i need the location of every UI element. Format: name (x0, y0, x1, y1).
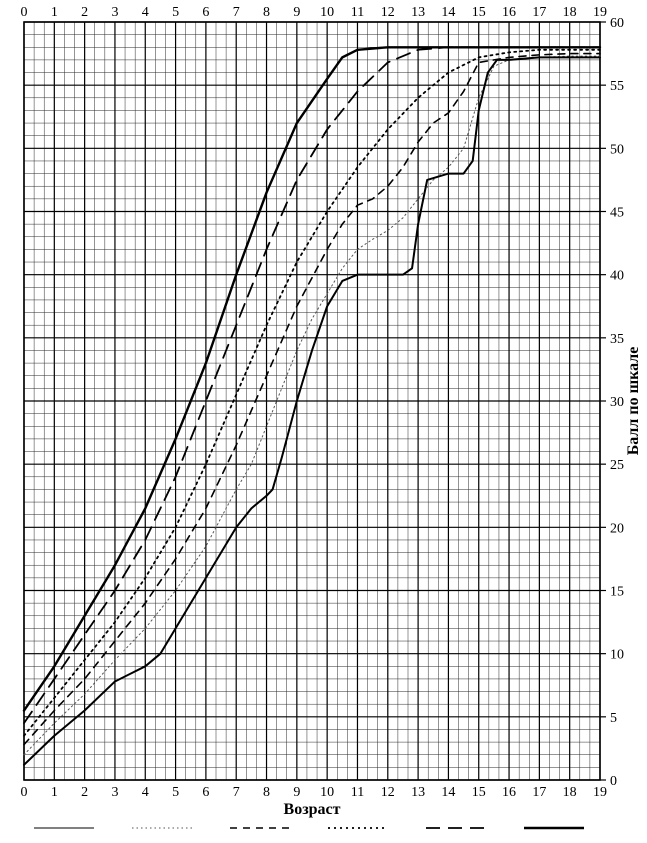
xaxis-tick-top: 10 (320, 5, 334, 20)
yaxis-tick: 55 (610, 79, 624, 94)
yaxis-label: Балл по шкале (625, 347, 642, 456)
yaxis-tick: 30 (610, 395, 624, 410)
chart-container: 0011223344556677889910101111121213131414… (0, 0, 647, 843)
yaxis-tick: 10 (610, 648, 624, 663)
xaxis-tick-top: 14 (441, 5, 455, 20)
xaxis-tick-top: 12 (381, 5, 395, 20)
xaxis-tick-bottom: 18 (563, 785, 577, 800)
xaxis-tick-top: 19 (593, 5, 607, 20)
xaxis-tick-bottom: 5 (172, 785, 179, 800)
xaxis-tick-bottom: 19 (593, 785, 607, 800)
yaxis-tick: 25 (610, 458, 624, 473)
xaxis-tick-bottom: 11 (351, 785, 364, 800)
xaxis-tick-top: 6 (202, 5, 209, 20)
xaxis-tick-top: 9 (293, 5, 300, 20)
xaxis-tick-bottom: 16 (502, 785, 516, 800)
xaxis-label: Возраст (284, 801, 341, 818)
xaxis-tick-bottom: 8 (263, 785, 270, 800)
xaxis-tick-bottom: 13 (411, 785, 425, 800)
xaxis-tick-top: 13 (411, 5, 425, 20)
chart-svg: 0011223344556677889910101111121213131414… (0, 0, 647, 843)
xaxis-tick-top: 2 (81, 5, 88, 20)
xaxis-tick-bottom: 12 (381, 785, 395, 800)
xaxis-tick-bottom: 3 (111, 785, 118, 800)
yaxis-tick: 15 (610, 585, 624, 600)
xaxis-tick-top: 1 (51, 5, 58, 20)
yaxis-tick: 0 (610, 774, 617, 789)
xaxis-tick-bottom: 6 (202, 785, 209, 800)
xaxis-tick-top: 7 (233, 5, 240, 20)
yaxis-tick: 45 (610, 206, 624, 221)
yaxis-tick: 35 (610, 332, 624, 347)
xaxis-tick-top: 3 (111, 5, 118, 20)
xaxis-tick-top: 18 (563, 5, 577, 20)
xaxis-tick-bottom: 0 (21, 785, 28, 800)
xaxis-tick-bottom: 10 (320, 785, 334, 800)
xaxis-tick-bottom: 14 (441, 785, 455, 800)
xaxis-tick-top: 11 (351, 5, 364, 20)
xaxis-tick-top: 17 (532, 5, 546, 20)
xaxis-tick-bottom: 7 (233, 785, 240, 800)
yaxis-tick: 50 (610, 142, 624, 157)
yaxis-tick: 40 (610, 269, 624, 284)
yaxis-tick: 60 (610, 16, 624, 31)
xaxis-tick-top: 8 (263, 5, 270, 20)
xaxis-tick-top: 16 (502, 5, 516, 20)
xaxis-tick-bottom: 17 (532, 785, 546, 800)
yaxis-tick: 5 (610, 711, 617, 726)
xaxis-tick-bottom: 9 (293, 785, 300, 800)
xaxis-tick-bottom: 4 (142, 785, 149, 800)
xaxis-tick-bottom: 15 (472, 785, 486, 800)
xaxis-tick-bottom: 1 (51, 785, 58, 800)
xaxis-tick-bottom: 2 (81, 785, 88, 800)
xaxis-tick-top: 5 (172, 5, 179, 20)
xaxis-tick-top: 4 (142, 5, 149, 20)
xaxis-tick-top: 0 (21, 5, 28, 20)
yaxis-tick: 20 (610, 521, 624, 536)
xaxis-tick-top: 15 (472, 5, 486, 20)
